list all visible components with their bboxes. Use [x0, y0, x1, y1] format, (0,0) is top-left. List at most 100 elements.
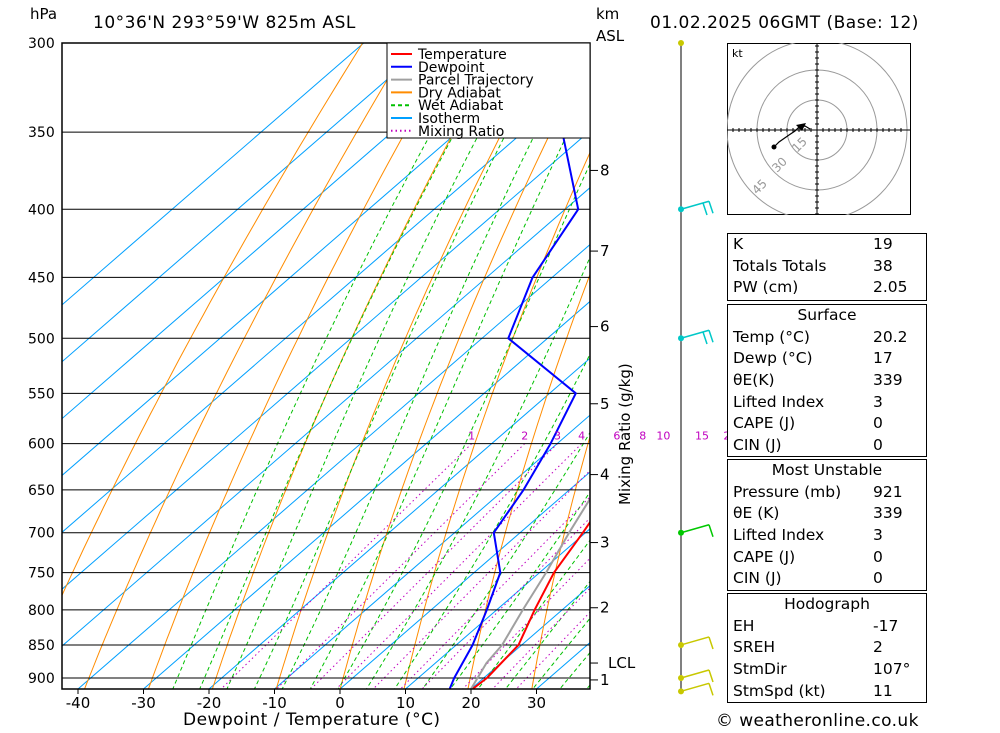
wind-barb-feather: [708, 669, 714, 683]
dry-adiabat-line: [977, 23, 1000, 703]
dry-adiabat-line: [403, 151, 590, 689]
surface-title: Surface: [797, 306, 857, 324]
wet-adiabat-line: [309, 86, 590, 689]
mixing-ratio-axis-title: Mixing Ratio (g/kg): [616, 363, 634, 505]
series-temperature: [470, 520, 590, 689]
wind-barb-feather: [708, 330, 714, 343]
wet-adiabat-line: [532, 617, 590, 689]
mixing-ratio-label: 4: [578, 430, 585, 443]
isotherm-line: [274, 414, 590, 689]
wet-adiabat-line: [172, 43, 482, 689]
isotherm-line: [143, 300, 590, 689]
wet-adiabat-line: [199, 43, 505, 689]
legend-label: Isotherm: [418, 111, 480, 127]
surface-row-dewp: Dewp (°C) 17: [733, 349, 893, 368]
mu-row-thetae: θE (K) 339: [733, 504, 903, 523]
mixing-ratio-line: [515, 611, 590, 689]
x-tick-label: 20: [461, 694, 480, 712]
dry-adiabat-line: [531, 434, 590, 689]
height-tick-label: 3: [600, 534, 610, 552]
mixing-ratio-label: 6: [613, 430, 620, 443]
mixing-ratio-label: 3: [554, 430, 561, 443]
wind-barb-feather: [702, 331, 708, 345]
pressure-tick-label: 650: [28, 483, 55, 499]
height-tick-label: 7: [600, 242, 610, 260]
wind-barb-dot: [678, 40, 684, 46]
mixing-ratio-label: 10: [656, 430, 670, 443]
mixing-ratio-line: [399, 496, 590, 689]
isotherm-line: [339, 471, 590, 689]
wind-barb-feather: [708, 524, 714, 537]
height-tick-label: 5: [600, 395, 610, 413]
dry-adiabat-line: [467, 273, 590, 689]
wind-barb-feather: [708, 201, 714, 214]
pressure-tick-label: 450: [28, 270, 55, 286]
legend-label: Dewpoint: [418, 60, 485, 76]
isotherm-line: [208, 357, 590, 689]
isotherm-line: [62, 187, 590, 647]
hodograph-frame: [727, 43, 911, 215]
pressure-tick-label: 900: [28, 671, 55, 687]
legend-label: Wet Adiabat: [418, 98, 504, 114]
hodograph-trace: [773, 125, 811, 148]
mixing-ratio-line: [335, 443, 582, 689]
plot-area: [62, 23, 1000, 703]
surface-panel: Surface Temp (°C) 20.2 Dewp (°C) 17 θE(K) 3…: [727, 304, 927, 457]
wet-adiabat-line: [226, 43, 528, 689]
wind-barb-shaft: [680, 524, 710, 534]
height-tick-label: 2: [600, 599, 610, 617]
dry-adiabat-line: [147, 43, 457, 689]
height-asl-label: ASL: [596, 27, 625, 45]
surface-row-li: Lifted Index 3: [733, 392, 883, 411]
dry-adiabat-line: [339, 51, 590, 689]
mixing-ratio-line: [462, 557, 590, 689]
mu-row-cin: CIN (J) 0: [733, 569, 883, 588]
wind-barb-feather: [702, 202, 708, 216]
x-tick-label: 0: [335, 694, 345, 712]
hodograph-title: Hodograph: [784, 595, 870, 613]
index-row-pw: PW (cm) 2.05: [733, 278, 908, 297]
wet-adiabat-line: [365, 256, 590, 689]
x-tick-label: 10: [396, 694, 415, 712]
mixing-ratio-line: [372, 469, 590, 689]
most-unstable-title: Most Unstable: [771, 461, 883, 479]
pressure-tick-label: 300: [28, 36, 55, 52]
x-tick-label: -10: [262, 694, 287, 712]
copyright-text: © weatheronline.co.uk: [716, 711, 919, 731]
mixing-ratio-line: [220, 443, 473, 689]
sounding-datetime: 01.02.2025 06GMT (Base: 12): [650, 13, 919, 33]
mu-row-li: Lifted Index 3: [733, 526, 883, 545]
station-location: 10°36'N 293°59'W 825m ASL: [93, 13, 356, 33]
hodograph-panel: Hodograph EH -17 SREH 2 StmDir 107° StmSpd …: [727, 593, 927, 703]
wet-adiabat-line: [281, 43, 582, 689]
hodograph-unit: kt: [732, 47, 743, 60]
height-unit-label: km: [596, 5, 620, 23]
series-parcel-trajectory: [469, 497, 590, 689]
wind-barb-feather: [708, 683, 714, 696]
pressure-tick-label: 350: [28, 125, 55, 141]
pressure-tick-label: 500: [28, 331, 55, 347]
wind-barb-shaft: [680, 329, 710, 339]
isotherm-line: [62, 43, 430, 363]
height-tick-label: 4: [600, 466, 610, 484]
pressure-tick-label: 750: [28, 566, 55, 582]
mixing-ratio-label: 15: [695, 430, 709, 443]
mixing-ratio-line: [491, 587, 590, 689]
legend-label: Dry Adiabat: [418, 85, 501, 101]
height-tick-label: LCL: [608, 654, 636, 672]
indices-panel: K 19 Totals Totals 38 PW (cm) 2.05: [727, 233, 927, 301]
mixing-ratio-line: [310, 443, 558, 689]
x-axis-title: Dewpoint / Temperature (°C): [183, 710, 441, 730]
mixing-ratio-label: 1: [468, 430, 475, 443]
isotherm-line: [77, 243, 590, 689]
storm-motion-marker: [796, 123, 806, 131]
hodo-row-stmspd: StmSpd (kt) 11: [733, 681, 893, 700]
surface-row-cin: CIN (J) 0: [733, 436, 883, 455]
series-dewpoint: [448, 98, 590, 689]
mu-row-pressure: Pressure (mb) 921: [733, 482, 903, 501]
surface-row-temp: Temp (°C) 20.2: [733, 327, 908, 346]
isotherm-line: [62, 43, 496, 420]
dry-adiabat-line: [62, 43, 364, 597]
